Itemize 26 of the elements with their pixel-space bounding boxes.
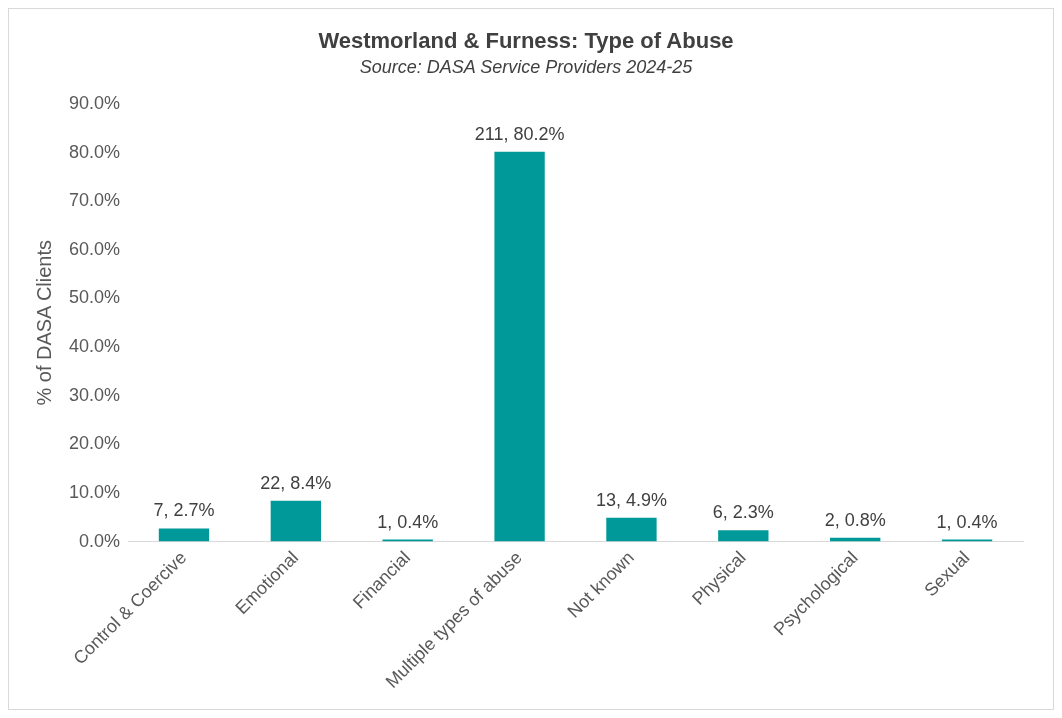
data-label: 6, 2.3% (712, 502, 774, 523)
y-tick-label: 20.0% (68, 433, 121, 454)
data-label: 7, 2.7% (153, 500, 215, 521)
y-tick-label: 10.0% (68, 481, 121, 502)
bar (494, 151, 545, 542)
y-axis-title: % of DASA Clients (32, 239, 55, 406)
bar (606, 517, 657, 542)
y-tick-label: 60.0% (68, 238, 121, 259)
data-label: 2, 0.8% (824, 509, 886, 530)
bar (158, 528, 210, 542)
y-tick-label: 0.0% (79, 530, 121, 551)
data-label: 1, 0.4% (936, 511, 998, 532)
bar (270, 500, 322, 542)
y-tick-label: 30.0% (68, 384, 121, 405)
y-tick-label: 40.0% (68, 336, 121, 357)
chart-title: Westmorland & Furness: Type of Abuse (318, 28, 734, 54)
bar (718, 530, 769, 542)
data-label: 211, 80.2% (474, 123, 565, 144)
y-tick-label: 70.0% (68, 190, 121, 211)
y-tick-label: 80.0% (68, 141, 121, 162)
data-label: 22, 8.4% (260, 472, 332, 493)
y-tick-label: 50.0% (68, 287, 121, 308)
data-label: 13, 4.9% (595, 489, 667, 510)
chart-subtitle: Source: DASA Service Providers 2024-25 (359, 57, 694, 78)
y-tick-label: 90.0% (68, 92, 121, 113)
data-label: 1, 0.4% (377, 511, 439, 532)
